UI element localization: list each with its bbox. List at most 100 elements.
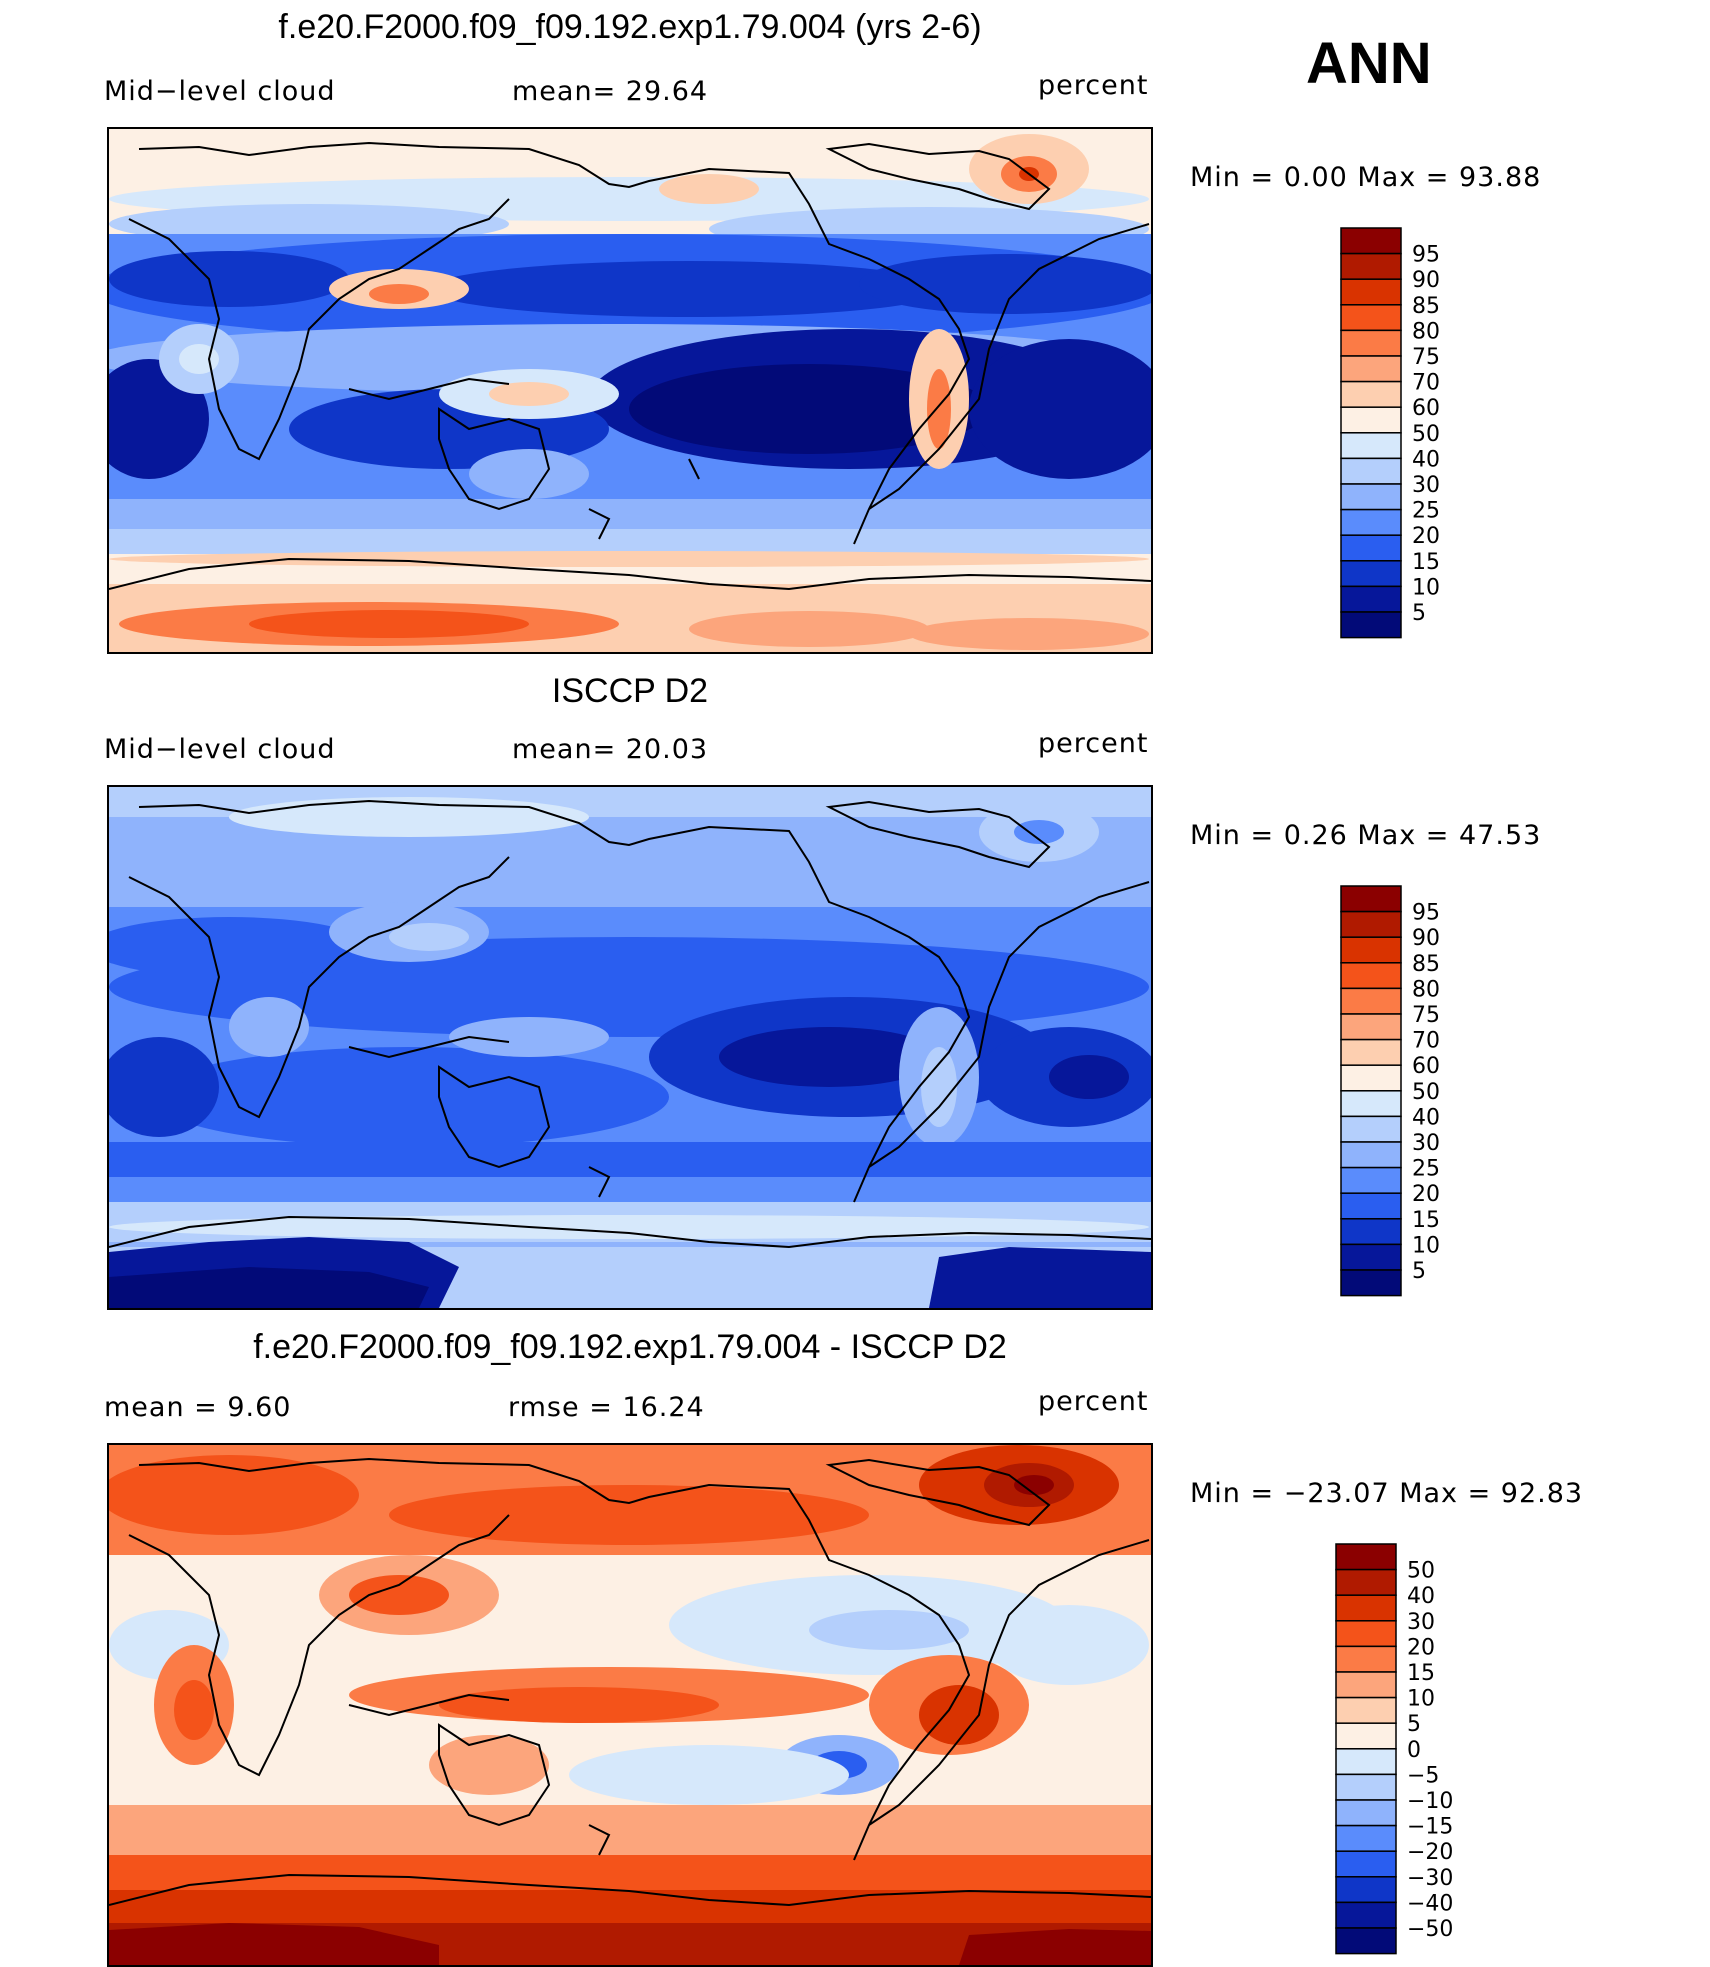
colorbar-tick-label: 60 <box>1412 1054 1440 1079</box>
colorbar-swatch <box>1340 457 1402 485</box>
colorbar-swatch <box>1335 1927 1397 1955</box>
colorbar-swatch <box>1340 278 1402 306</box>
colorbar-tick-label: 5 <box>1412 601 1426 626</box>
panel1-colorbar: 95 90 85 80 75 70 60 50 40 30 25 20 15 10 5 <box>1340 227 1480 641</box>
colorbar-tick-label: 40 <box>1412 1105 1440 1130</box>
colorbar-tick-label: −15 <box>1407 1815 1453 1840</box>
colorbar-tick-label: 60 <box>1412 396 1440 421</box>
season-label: ANN <box>1306 31 1432 96</box>
colorbar-tick-label: 85 <box>1412 294 1440 319</box>
colorbar-tick-label: 95 <box>1412 243 1440 268</box>
panel1-minmax: Min = 0.00 Max = 93.88 <box>1190 162 1542 193</box>
panel3-minmax: Min = −23.07 Max = 92.83 <box>1190 1478 1584 1509</box>
colorbar-tick-label: 50 <box>1412 422 1440 447</box>
panel2-colorbar: 95 90 85 80 75 70 60 50 40 30 25 20 15 10 5 <box>1340 885 1480 1299</box>
colorbar-swatch <box>1335 1748 1397 1776</box>
colorbar-swatch <box>1340 936 1402 964</box>
colorbar-swatch <box>1340 304 1402 332</box>
colorbar-swatch <box>1335 1901 1397 1929</box>
colorbar-swatch <box>1340 329 1402 357</box>
colorbar-swatch <box>1335 1543 1397 1571</box>
colorbar-tick-label: 85 <box>1412 952 1440 977</box>
colorbar-swatch <box>1335 1773 1397 1801</box>
colorbar-tick-label: −30 <box>1407 1866 1453 1891</box>
colorbar-tick-label: 95 <box>1412 901 1440 926</box>
colorbar-swatch <box>1340 1166 1402 1194</box>
colorbar-swatch <box>1340 534 1402 562</box>
colorbar-tick-label: 5 <box>1407 1712 1421 1737</box>
colorbar-tick-label: 25 <box>1412 1157 1440 1182</box>
colorbar-swatch <box>1340 508 1402 536</box>
colorbar-swatch <box>1340 611 1402 639</box>
colorbar-swatch <box>1340 1141 1402 1169</box>
colorbar-swatch <box>1340 483 1402 511</box>
colorbar-tick-label: 70 <box>1412 371 1440 396</box>
colorbar-tick-label: 75 <box>1412 1003 1440 1028</box>
colorbar-swatch <box>1335 1620 1397 1648</box>
colorbar-tick-label: 30 <box>1407 1610 1435 1635</box>
panel2-map <box>107 785 1153 1310</box>
colorbar-tick-label: 20 <box>1407 1635 1435 1660</box>
colorbar-swatch <box>1335 1799 1397 1827</box>
colorbar-tick-label: 30 <box>1412 1131 1440 1156</box>
colorbar-swatch <box>1340 962 1402 990</box>
panel3-rmse-label: rmse = 16.24 <box>508 1392 705 1423</box>
colorbar-swatch <box>1335 1824 1397 1852</box>
panel3-map <box>107 1443 1153 1967</box>
colorbar-tick-label: 50 <box>1407 1559 1435 1584</box>
colorbar-tick-label: −20 <box>1407 1840 1453 1865</box>
colorbar-tick-label: 15 <box>1412 1208 1440 1233</box>
colorbar-swatch <box>1340 432 1402 460</box>
colorbar-swatch <box>1340 1115 1402 1143</box>
colorbar-swatch <box>1335 1671 1397 1699</box>
panel2-contour-plot <box>109 787 1151 1308</box>
panel1-contour-plot <box>109 129 1151 652</box>
colorbar-tick-label: −50 <box>1407 1917 1453 1942</box>
panel2-minmax: Min = 0.26 Max = 47.53 <box>1190 820 1542 851</box>
panel1-map <box>107 127 1153 654</box>
colorbar-swatch <box>1340 1090 1402 1118</box>
panel2-title: ISCCP D2 <box>551 672 709 710</box>
colorbar-tick-label: −5 <box>1407 1763 1439 1788</box>
colorbar-swatch <box>1340 380 1402 408</box>
colorbar-tick-label: 80 <box>1412 319 1440 344</box>
colorbar-swatch <box>1335 1645 1397 1673</box>
colorbar-tick-label: 20 <box>1412 1182 1440 1207</box>
panel3-colorbar: 50 40 30 20 15 10 5 0 −5 −10 −15 −20 −30 −40 −50 <box>1335 1543 1475 1957</box>
colorbar-swatch <box>1340 1192 1402 1220</box>
colorbar-swatch <box>1340 585 1402 613</box>
colorbar-tick-label: 40 <box>1407 1584 1435 1609</box>
panel3-units-label: percent <box>1038 1386 1149 1417</box>
panel2-units-label: percent <box>1038 728 1149 759</box>
panel1-units-label: percent <box>1038 70 1149 101</box>
colorbar-tick-label: 40 <box>1412 447 1440 472</box>
colorbar-tick-label: 90 <box>1412 926 1440 951</box>
colorbar-swatch <box>1335 1594 1397 1622</box>
colorbar-tick-label: 25 <box>1412 499 1440 524</box>
colorbar-tick-label: 10 <box>1407 1687 1435 1712</box>
colorbar-tick-label: 15 <box>1407 1661 1435 1686</box>
panel1-mean-label: mean= 29.64 <box>512 76 709 107</box>
colorbar-swatch <box>1335 1850 1397 1878</box>
colorbar-swatch <box>1340 1218 1402 1246</box>
colorbar-tick-label: 80 <box>1412 977 1440 1002</box>
colorbar-tick-label: −10 <box>1407 1789 1453 1814</box>
colorbar-swatch <box>1340 1013 1402 1041</box>
colorbar-tick-label: −40 <box>1407 1891 1453 1916</box>
colorbar-swatch <box>1340 1269 1402 1297</box>
colorbar-swatch <box>1340 406 1402 434</box>
colorbar-swatch <box>1340 910 1402 938</box>
colorbar-tick-label: 30 <box>1412 473 1440 498</box>
panel3-contour-plot <box>109 1445 1151 1965</box>
colorbar-tick-label: 50 <box>1412 1080 1440 1105</box>
colorbar-swatch <box>1340 987 1402 1015</box>
colorbar-swatch <box>1340 227 1402 255</box>
panel1-title: f.e20.F2000.f09_f09.192.exp1.79.004 (yrs… <box>278 8 982 46</box>
panel2-mean-label: mean= 20.03 <box>512 734 709 765</box>
colorbar-tick-label: 75 <box>1412 345 1440 370</box>
colorbar-swatch <box>1335 1722 1397 1750</box>
colorbar-tick-label: 10 <box>1412 1233 1440 1258</box>
